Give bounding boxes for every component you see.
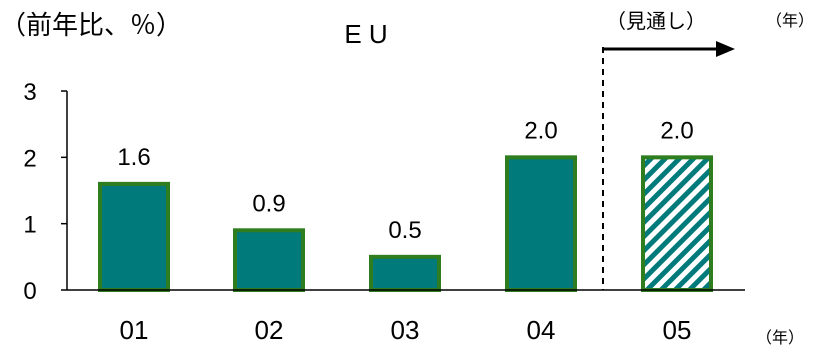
- y-tick-label: 1: [23, 212, 36, 239]
- x-tick-label: 01: [120, 315, 149, 345]
- bar: [233, 228, 305, 292]
- x-tick-label: 05: [663, 315, 692, 345]
- unit-label: （前年比、％）: [0, 10, 182, 40]
- value-label: 0.9: [252, 190, 285, 217]
- bar: [98, 181, 170, 292]
- value-labels-group: 1.6 0.9 0.5 2.0 2.0: [117, 117, 693, 243]
- forecast-label: （見通し）: [606, 10, 706, 33]
- y-axis: 0 1 2 3: [23, 79, 68, 305]
- y-tick-label: 0: [23, 278, 36, 305]
- y-tick-label: 2: [23, 145, 36, 172]
- x-axis-label: （年）: [756, 329, 804, 347]
- bar: [369, 254, 441, 292]
- bars-group: [98, 155, 713, 292]
- chart-title: E U: [344, 19, 387, 49]
- value-label: 1.6: [117, 144, 150, 171]
- x-axis: 01 02 03 04 05: [67, 289, 745, 345]
- value-label: 2.0: [524, 117, 557, 144]
- bar: [505, 155, 577, 292]
- x-tick-label: 02: [255, 315, 284, 345]
- value-label: 0.5: [388, 217, 421, 244]
- year-label-top: （年）: [766, 12, 814, 30]
- forecast-arrow-head: [716, 41, 735, 57]
- x-tick-label: 03: [391, 315, 420, 345]
- x-tick-label: 04: [527, 315, 556, 345]
- bar-forecast: [641, 155, 713, 292]
- value-label: 2.0: [660, 117, 693, 144]
- y-tick-label: 3: [23, 79, 36, 106]
